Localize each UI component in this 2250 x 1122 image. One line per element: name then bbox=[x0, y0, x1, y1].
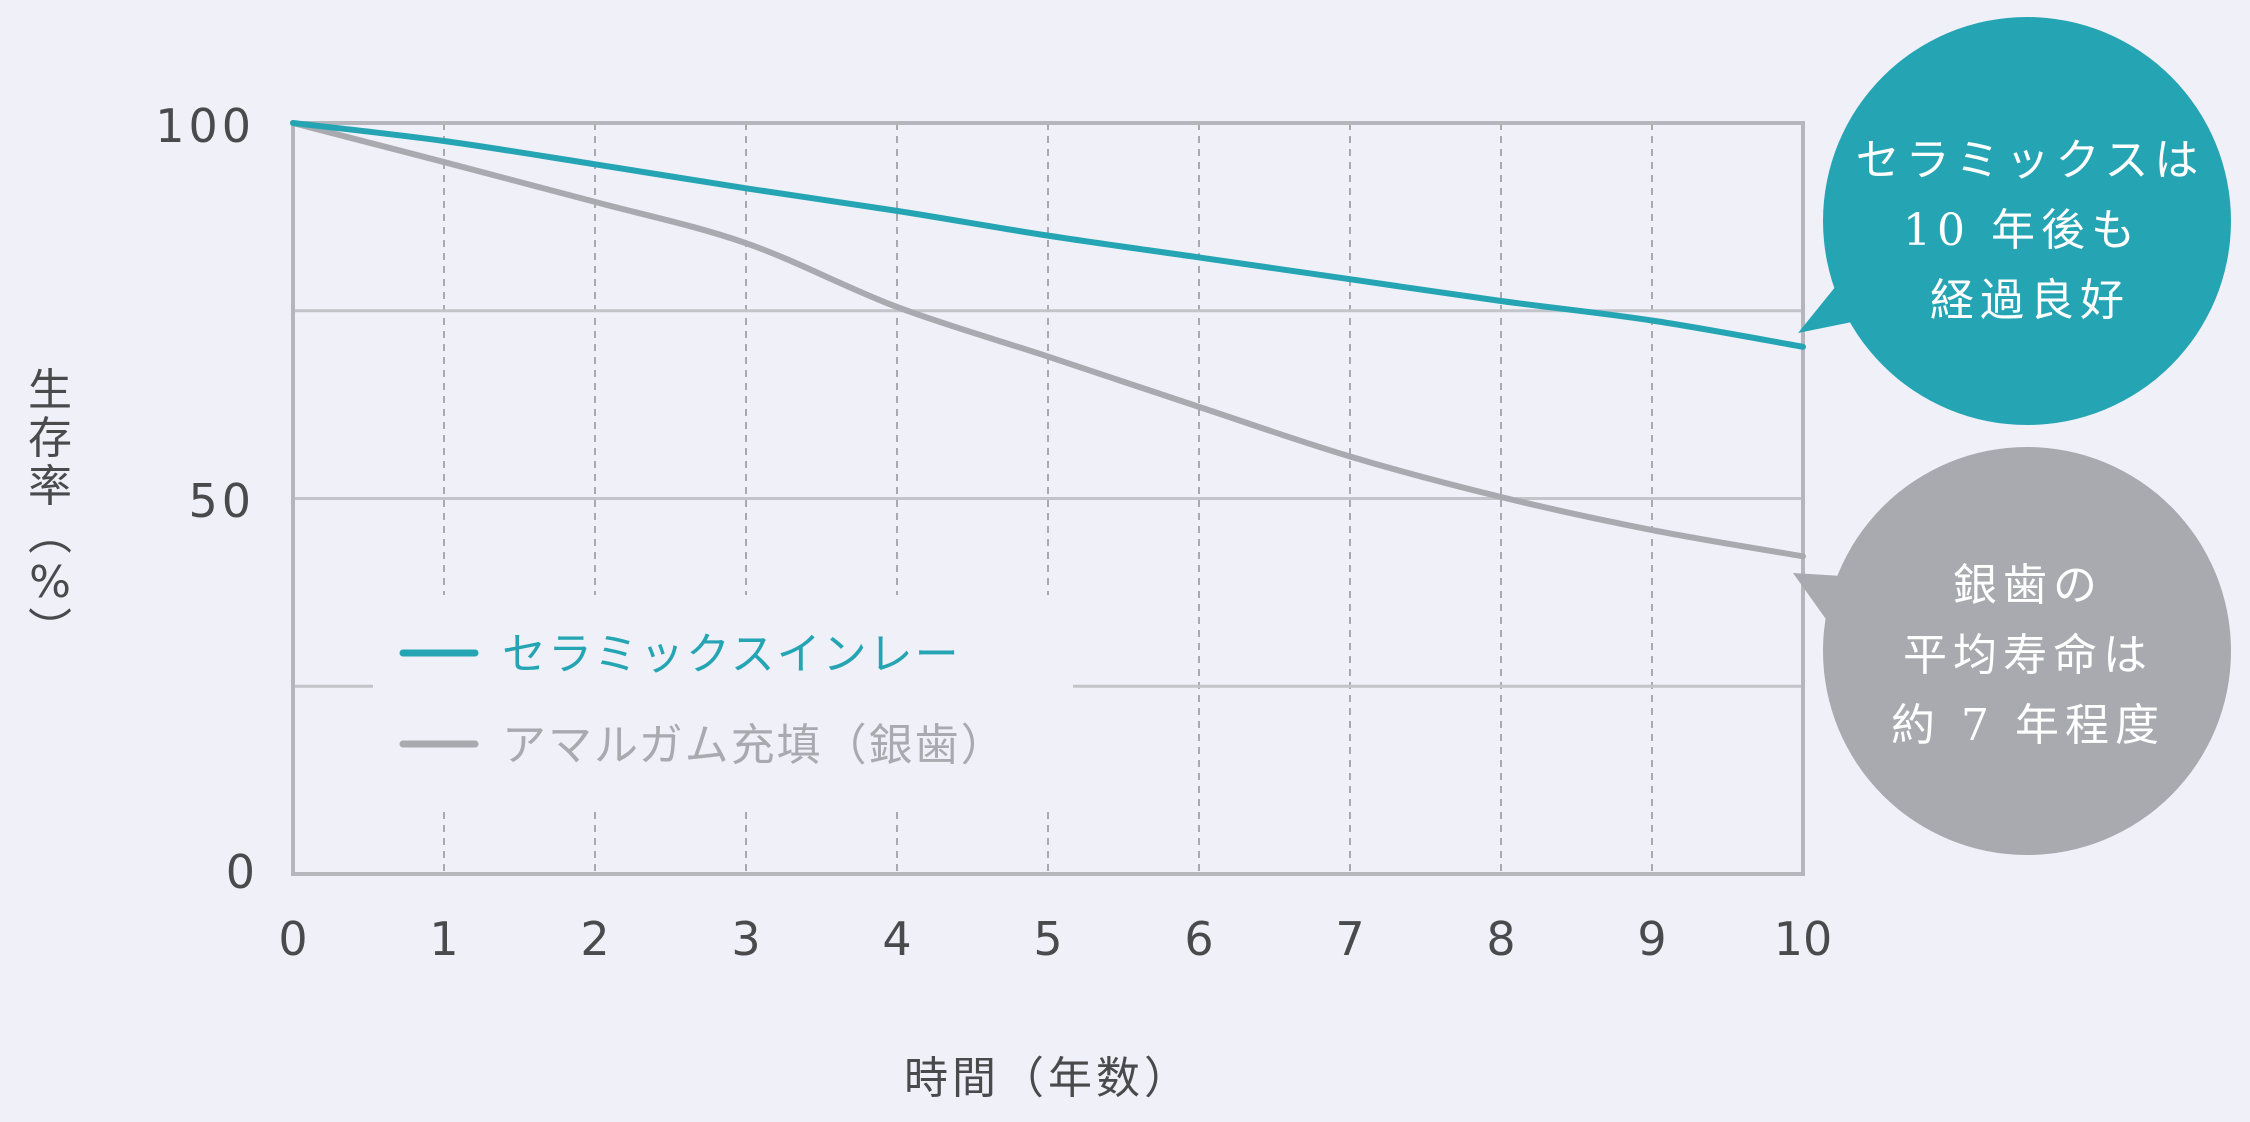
legend-label-ceramic: セラミックスインレー bbox=[502, 629, 961, 680]
y-axis-title-char: ︶ bbox=[28, 605, 72, 656]
x-tick-7: 7 bbox=[1335, 912, 1364, 966]
amalgam-bubble-circle bbox=[1823, 447, 2231, 855]
amalgam-bubble-line-1: 銀歯の bbox=[1953, 560, 2103, 611]
legend-label-amalgam: アマルガム充填（銀歯） bbox=[502, 720, 1007, 771]
x-axis-title: 時間（年数） bbox=[904, 1053, 1192, 1104]
y-axis-title-char: 存 bbox=[28, 413, 72, 464]
ceramic-series-line bbox=[290, 120, 1806, 350]
y-axis-title: 生存率︵%︶ bbox=[28, 365, 72, 656]
y-axis-title-char: % bbox=[29, 557, 71, 608]
ceramic-bubble-line-1: セラミックスは bbox=[1856, 135, 2205, 186]
x-tick-2: 2 bbox=[580, 912, 609, 966]
x-tick-3: 3 bbox=[731, 912, 760, 966]
y-tick-50: 50 bbox=[188, 474, 255, 528]
amalgam-bubble-line-3: 約 7 年程度 bbox=[1891, 700, 2165, 751]
legend: セラミックスインレー アマルガム充填（銀歯） bbox=[399, 629, 1007, 771]
y-axis-title-char: ︵ bbox=[28, 509, 72, 560]
ceramic-callout-bubble: セラミックスは 10 年後も 経過良好 bbox=[1798, 17, 2231, 425]
plot-border bbox=[291, 121, 1805, 876]
y-axis-ticks: 100 50 0 bbox=[155, 99, 255, 899]
amalgam-bubble-line-2: 平均寿命は bbox=[1903, 630, 2153, 681]
x-tick-1: 1 bbox=[429, 912, 458, 966]
x-axis-ticks: 0 1 2 3 4 5 6 7 8 9 10 bbox=[278, 912, 1832, 966]
amalgam-callout-bubble: 銀歯の 平均寿命は 約 7 年程度 bbox=[1793, 447, 2231, 855]
x-tick-5: 5 bbox=[1033, 912, 1062, 966]
x-tick-10: 10 bbox=[1774, 912, 1833, 966]
series-lines bbox=[290, 120, 1806, 560]
x-tick-4: 4 bbox=[882, 912, 911, 966]
ceramic-bubble-circle bbox=[1823, 17, 2231, 425]
amalgam-bubble-tail bbox=[1793, 573, 1842, 622]
ceramic-bubble-tail bbox=[1798, 286, 1852, 333]
amalgam-series-line bbox=[290, 120, 1806, 560]
y-axis-title-char: 率 bbox=[28, 461, 72, 512]
y-tick-100: 100 bbox=[155, 99, 255, 153]
x-tick-8: 8 bbox=[1486, 912, 1515, 966]
x-tick-9: 9 bbox=[1637, 912, 1666, 966]
plot-frame bbox=[291, 121, 1805, 876]
x-tick-6: 6 bbox=[1184, 912, 1213, 966]
legend-background bbox=[373, 595, 1073, 808]
y-axis-title-char: 生 bbox=[28, 365, 72, 416]
y-tick-0: 0 bbox=[226, 845, 255, 899]
x-tick-0: 0 bbox=[278, 912, 307, 966]
ceramic-bubble-line-2: 10 年後も bbox=[1903, 205, 2141, 256]
ceramic-bubble-line-3: 経過良好 bbox=[1930, 275, 2130, 326]
